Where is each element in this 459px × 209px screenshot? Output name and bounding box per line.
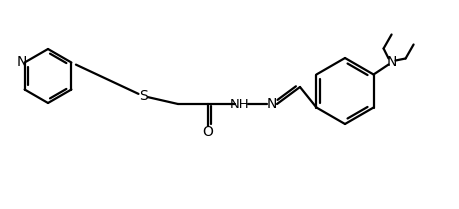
Text: N: N xyxy=(386,56,397,70)
Text: N: N xyxy=(17,55,27,69)
Text: O: O xyxy=(202,125,213,139)
Text: S: S xyxy=(139,89,147,103)
Text: NH: NH xyxy=(230,98,250,111)
Text: N: N xyxy=(267,97,277,111)
